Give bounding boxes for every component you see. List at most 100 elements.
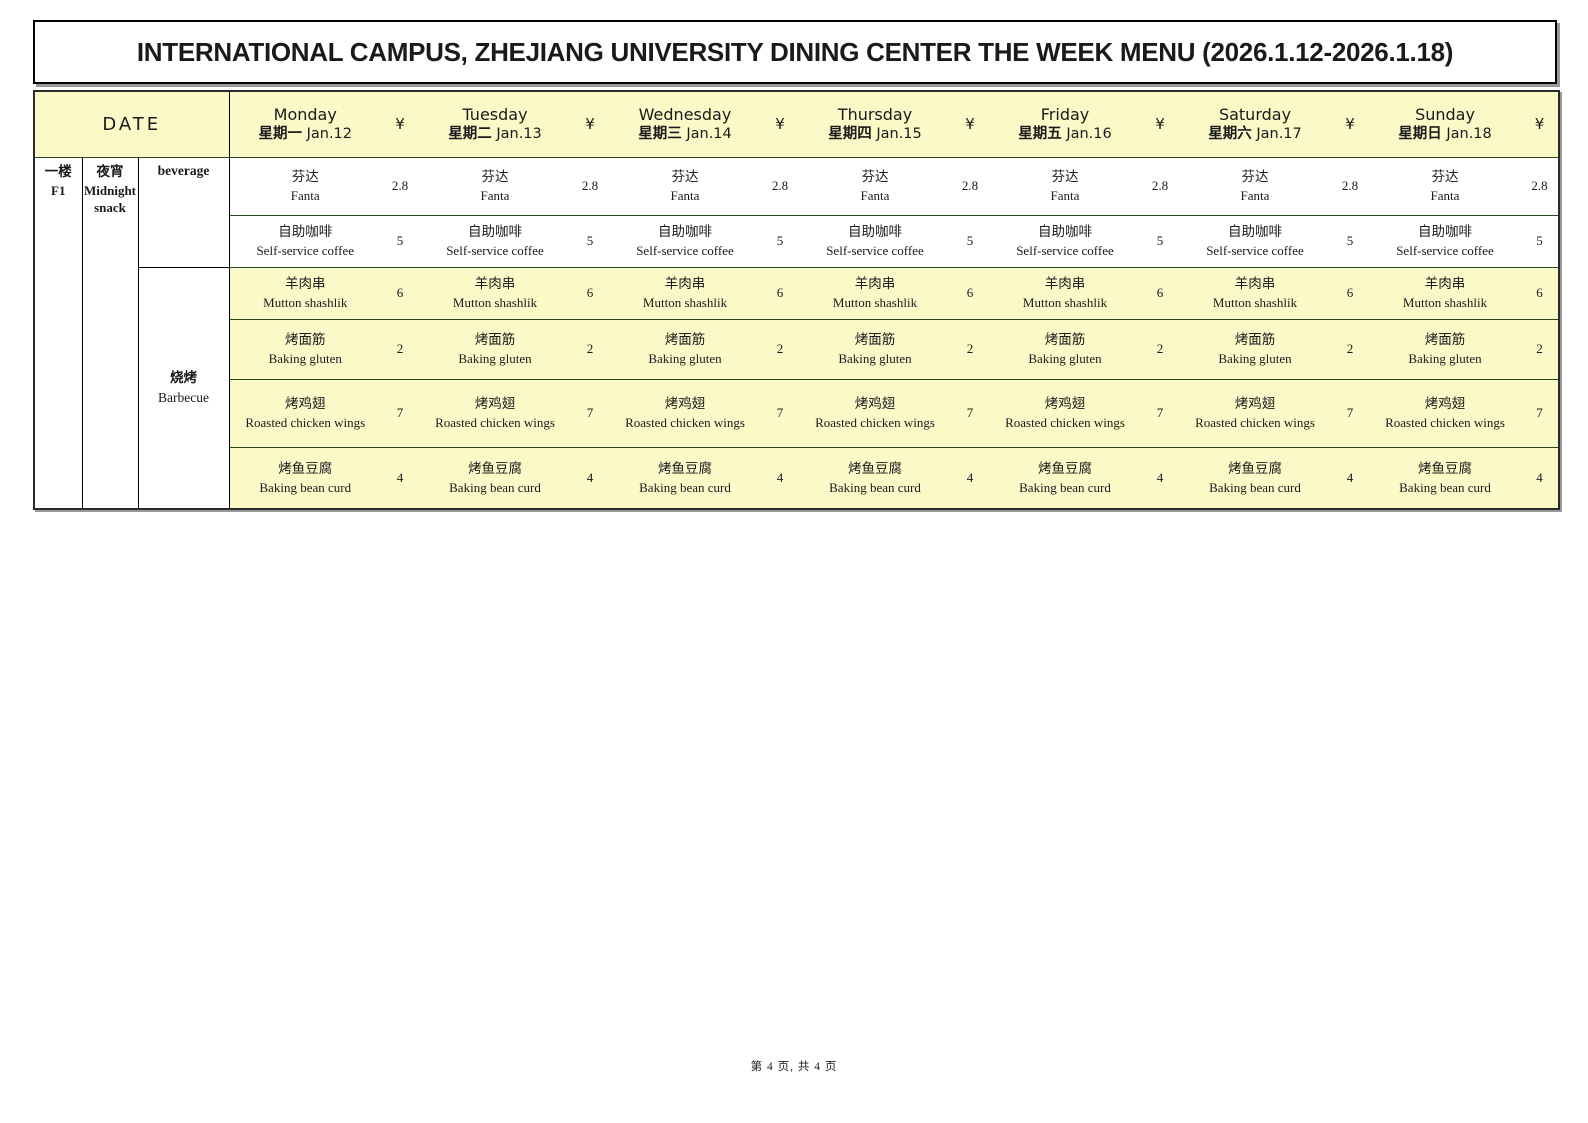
menu-row-baking-gluten: 烤面筋 Baking gluten 2 烤面筋 Baking gluten 2 烤面筋 Bak… [34, 319, 1559, 380]
price-cell: 2.8 [1331, 157, 1369, 216]
day-header-friday: Friday 星期五 Jan.16 [989, 91, 1141, 158]
day-header-sunday: Sunday 星期日 Jan.18 [1369, 91, 1521, 158]
menu-item-cell: 烤鸡翅 Roasted chicken wings [1179, 379, 1331, 448]
menu-item-cell: 芬达 Fanta [229, 157, 381, 216]
price-cell: 2.8 [381, 157, 419, 216]
category-label-barbecue-zh: 烧烤 [170, 369, 197, 385]
menu-row-bean-curd: 烤鱼豆腐 Baking bean curd 4 烤鱼豆腐 Baking bean cur… [34, 447, 1559, 510]
price-cell: 5 [951, 215, 989, 268]
day-header-tuesday: Tuesday 星期二 Jan.13 [419, 91, 571, 158]
price-cell: 2.8 [1521, 157, 1559, 216]
price-cell: 7 [951, 379, 989, 448]
menu-item-cell: 芬达 Fanta [989, 157, 1141, 216]
week-menu-table: DATE Monday 星期一 Jan.12 ¥ Tuesday 星期二 Jan.13 ¥… [33, 90, 1560, 510]
menu-item-cell: 烤鸡翅 Roasted chicken wings [799, 379, 951, 448]
menu-item-cell: 烤鱼豆腐 Baking bean curd [989, 447, 1141, 510]
menu-item-cell: 芬达 Fanta [419, 157, 571, 216]
date-header: DATE [34, 91, 230, 158]
menu-item-cell: 自助咖啡 Self-service coffee [989, 215, 1141, 268]
page-title: INTERNATIONAL CAMPUS, ZHEJIANG UNIVERSIT… [136, 36, 1454, 67]
price-cell: 6 [951, 267, 989, 320]
menu-item-cell: 羊肉串 Mutton shashlik [229, 267, 381, 320]
menu-item-cell: 羊肉串 Mutton shashlik [1179, 267, 1331, 320]
price-cell: 6 [381, 267, 419, 320]
price-cell: 6 [571, 267, 609, 320]
menu-item-cell: 羊肉串 Mutton shashlik [1369, 267, 1521, 320]
price-cell: 2.8 [951, 157, 989, 216]
menu-item-cell: 自助咖啡 Self-service coffee [799, 215, 951, 268]
price-cell: 7 [1521, 379, 1559, 448]
currency-header-icon: ¥ [1141, 91, 1179, 158]
menu-row-mutton-shashlik: 烧烤 Barbecue 羊肉串 Mutton shashlik 6 羊肉串 Mutton… [34, 267, 1559, 509]
day-header-wednesday: Wednesday 星期三 Jan.14 [609, 91, 761, 158]
price-cell: 7 [1331, 379, 1369, 448]
menu-item-cell: 自助咖啡 Self-service coffee [419, 215, 571, 268]
day-header-monday: Monday 星期一 Jan.12 [229, 91, 381, 158]
price-cell: 2.8 [761, 157, 799, 216]
title-banner: INTERNATIONAL CAMPUS, ZHEJIANG UNIVERSIT… [33, 20, 1557, 84]
price-cell: 5 [1331, 215, 1369, 268]
floor-label-cell: 一楼 F1 [34, 157, 83, 509]
menu-item-cell: 烤鸡翅 Roasted chicken wings [609, 379, 761, 448]
price-cell: 6 [1141, 267, 1179, 320]
menu-item-cell: 自助咖啡 Self-service coffee [609, 215, 761, 268]
menu-item-cell: 烤鱼豆腐 Baking bean curd [229, 447, 381, 510]
meal-label-zh: 夜宵 [96, 163, 124, 179]
category-label-beverage: beverage [157, 162, 210, 178]
menu-item-cell: 芬达 Fanta [609, 157, 761, 216]
price-cell: 5 [1141, 215, 1179, 268]
menu-row-coffee: 自助咖啡 Self-service coffee 5 自助咖啡 Self-service… [34, 215, 1559, 268]
currency-header-icon: ¥ [1331, 91, 1369, 158]
menu-item-cell: 烤面筋 Baking gluten [419, 319, 571, 380]
price-cell: 2 [1141, 319, 1179, 380]
day-header-thursday: Thursday 星期四 Jan.15 [799, 91, 951, 158]
category-cell-beverage: beverage [138, 157, 230, 268]
currency-header-icon: ¥ [571, 91, 609, 158]
price-cell: 7 [381, 379, 419, 448]
price-cell: 2 [1331, 319, 1369, 380]
menu-item-cell: 烤鸡翅 Roasted chicken wings [229, 379, 381, 448]
menu-item-cell: 芬达 Fanta [1369, 157, 1521, 216]
menu-item-cell: 烤面筋 Baking gluten [1179, 319, 1331, 380]
menu-item-cell: 烤鸡翅 Roasted chicken wings [1369, 379, 1521, 448]
price-cell: 2 [571, 319, 609, 380]
price-cell: 2 [381, 319, 419, 380]
menu-item-cell: 烤鱼豆腐 Baking bean curd [1369, 447, 1521, 510]
menu-item-cell: 烤鱼豆腐 Baking bean curd [799, 447, 951, 510]
menu-item-cell: 自助咖啡 Self-service coffee [1179, 215, 1331, 268]
menu-item-cell: 羊肉串 Mutton shashlik [989, 267, 1141, 320]
menu-row-fanta: 一楼 F1 夜宵 Midnight snack beverage 芬达 Fanta… [34, 157, 1559, 509]
meal-label-cell: 夜宵 Midnight snack [82, 157, 139, 509]
menu-item-cell: 烤鸡翅 Roasted chicken wings [419, 379, 571, 448]
menu-item-cell: 烤面筋 Baking gluten [799, 319, 951, 380]
price-cell: 7 [1141, 379, 1179, 448]
category-label-barbecue-en: Barbecue [158, 389, 209, 405]
menu-item-cell: 烤鱼豆腐 Baking bean curd [419, 447, 571, 510]
price-cell: 5 [381, 215, 419, 268]
currency-header-icon: ¥ [761, 91, 799, 158]
price-cell: 2 [951, 319, 989, 380]
price-cell: 6 [1521, 267, 1559, 320]
menu-item-cell: 烤鱼豆腐 Baking bean curd [1179, 447, 1331, 510]
menu-item-cell: 羊肉串 Mutton shashlik [799, 267, 951, 320]
price-cell: 4 [761, 447, 799, 510]
menu-item-cell: 羊肉串 Mutton shashlik [609, 267, 761, 320]
table-header-row: DATE Monday 星期一 Jan.12 ¥ Tuesday 星期二 Jan.13 ¥… [34, 91, 1559, 158]
menu-item-cell: 烤面筋 Baking gluten [229, 319, 381, 380]
price-cell: 6 [761, 267, 799, 320]
menu-item-cell: 羊肉串 Mutton shashlik [419, 267, 571, 320]
price-cell: 5 [761, 215, 799, 268]
price-cell: 7 [571, 379, 609, 448]
price-cell: 2.8 [571, 157, 609, 216]
menu-item-cell: 烤面筋 Baking gluten [609, 319, 761, 380]
price-cell: 4 [951, 447, 989, 510]
price-cell: 6 [1331, 267, 1369, 320]
menu-row-chicken-wings: 烤鸡翅 Roasted chicken wings 7 烤鸡翅 Roasted chic… [34, 379, 1559, 448]
page-footer: 第 4 页, 共 4 页 [750, 1061, 838, 1073]
menu-item-cell: 自助咖啡 Self-service coffee [229, 215, 381, 268]
floor-label-zh: 一楼 [44, 163, 72, 179]
menu-item-cell: 芬达 Fanta [799, 157, 951, 216]
price-cell: 4 [571, 447, 609, 510]
currency-header-icon: ¥ [951, 91, 989, 158]
